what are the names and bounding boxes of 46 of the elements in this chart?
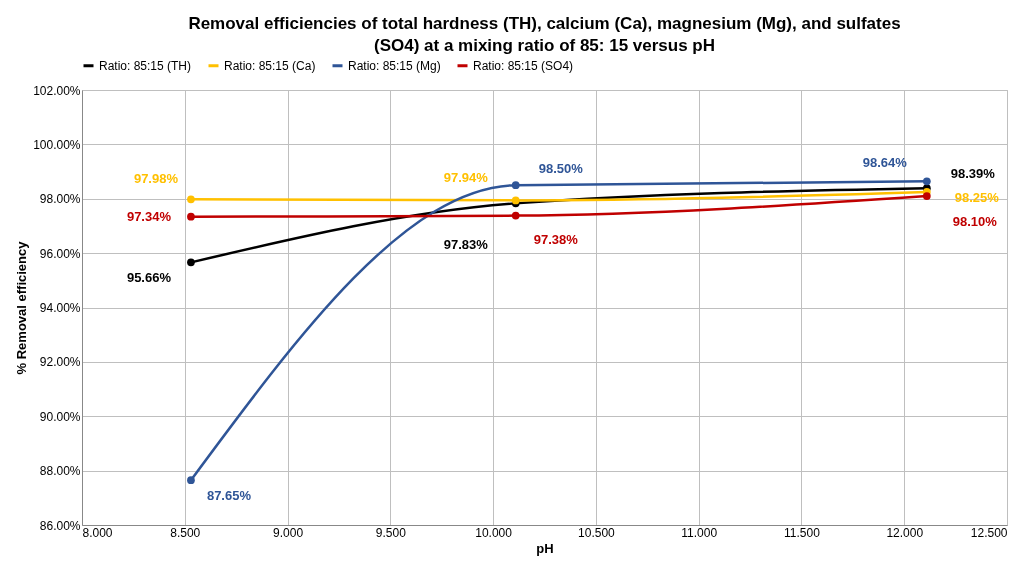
- y-tick-label: 100.00%: [33, 137, 81, 152]
- x-tick-label: 11.000: [681, 525, 718, 540]
- point: [187, 195, 195, 204]
- legend-label: Ratio: 85:15 (SO4): [473, 58, 574, 73]
- x-tick-label: 8.500: [170, 525, 201, 540]
- y-tick-label: 88.00%: [39, 464, 81, 479]
- y-tick-label: 94.00%: [39, 301, 81, 315]
- x-tick-label: 9.000: [273, 525, 304, 540]
- x-tick-label: 11.500: [784, 525, 821, 540]
- point: [922, 192, 931, 200]
- data-label: 87.65%: [206, 488, 252, 504]
- data-label: 98.10%: [952, 214, 998, 230]
- point: [511, 211, 520, 220]
- x-tick-label: 12.000: [886, 525, 924, 540]
- data-label: 97.38%: [533, 231, 579, 247]
- data-label: 98.39%: [950, 166, 996, 182]
- y-axis-title: % Removal efficiency: [14, 240, 30, 375]
- legend-label: Ratio: 85:15 (Mg): [348, 58, 441, 73]
- point: [187, 212, 195, 221]
- data-label: 98.50%: [538, 161, 584, 177]
- point: [511, 181, 520, 190]
- y-tick-label: 90.00%: [39, 409, 81, 424]
- point: [187, 258, 195, 267]
- data-label: 97.94%: [443, 170, 489, 186]
- y-tick-label: 98.00%: [39, 192, 81, 207]
- data-label: 97.83%: [443, 237, 489, 253]
- x-tick-label: 10.000: [475, 525, 513, 540]
- data-label: 98.64%: [862, 155, 908, 171]
- x-tick-label: 12.500: [970, 525, 1008, 540]
- x-axis-title: pH: [536, 540, 554, 556]
- point: [922, 177, 931, 186]
- data-label: 98.25%: [954, 189, 1000, 205]
- chart-title: Removal efficiencies of total hardness (TH), calcium (Ca), magnesium (Mg), and sulfates (SO4) at a mixing ratio of 85: 15 versus pH: [188, 14, 901, 55]
- y-tick-label: 102.00%: [33, 83, 81, 98]
- data-label: 95.66%: [126, 270, 172, 286]
- y-tick-label: 86.00%: [39, 518, 81, 533]
- y-tick-label: 96.00%: [39, 246, 81, 261]
- legend-label: Ratio: 85:15 (TH): [99, 58, 192, 73]
- point: [187, 476, 195, 485]
- data-label: 97.34%: [126, 208, 172, 224]
- legend-label: Ratio: 85:15 (Ca): [224, 58, 316, 73]
- y-tick-label: 92.00%: [39, 355, 81, 370]
- x-tick-label: 10.500: [578, 525, 616, 540]
- data-label: 97.98%: [133, 171, 179, 187]
- x-tick-label: 8.000: [82, 525, 113, 540]
- x-tick-label: 9.500: [375, 525, 407, 540]
